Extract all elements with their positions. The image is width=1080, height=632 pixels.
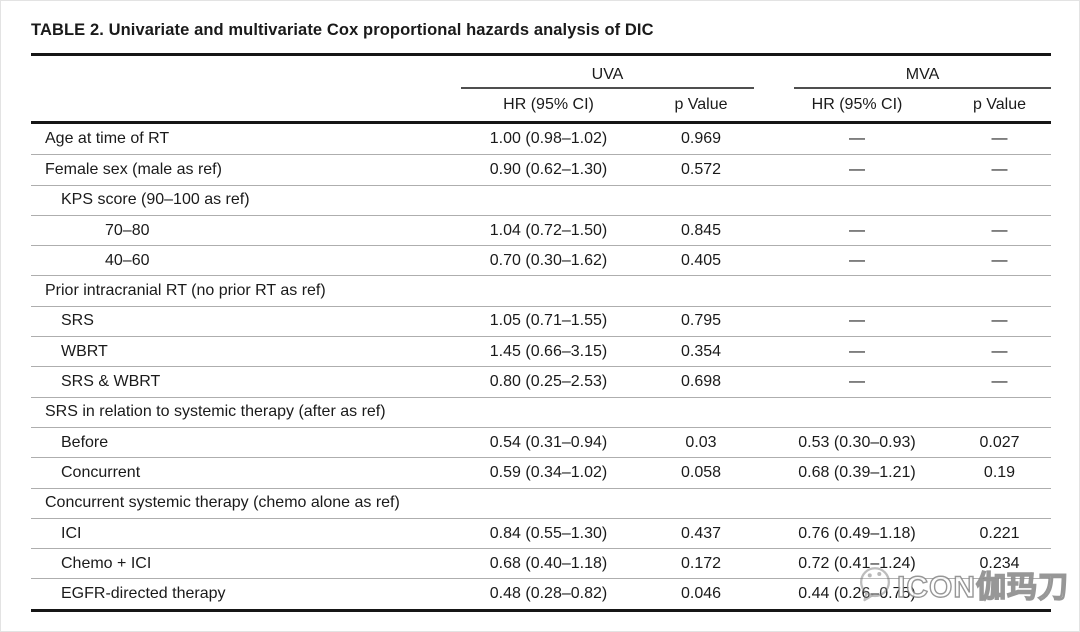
mva-hr-cell: —: [849, 342, 865, 360]
uva-hr-cell: 0.48 (0.28–0.82): [489, 585, 608, 603]
row-label: Chemo + ICI: [61, 554, 152, 572]
table-row: EGFR-directed therapy 0.48 (0.28–0.82) 0…: [31, 578, 1051, 608]
mva-hr-cell: —: [849, 373, 865, 391]
table-row: Prior intracranial RT (no prior RT as re…: [31, 275, 1051, 305]
row-label: Age at time of RT: [45, 130, 170, 148]
uva-hr-cell: 0.59 (0.34–1.02): [489, 463, 608, 481]
row-label: Concurrent systemic therapy (chemo alone…: [45, 494, 400, 512]
uva-p-cell: 0.795: [680, 312, 722, 330]
row-label: SRS: [61, 312, 94, 330]
mva-hr-cell: —: [849, 160, 865, 178]
row-label: 40–60: [105, 251, 150, 269]
mva-p-cell: —: [991, 373, 1008, 391]
table-row: KPS score (90–100 as ref): [31, 184, 1051, 215]
uva-group-label: UVA: [461, 66, 754, 89]
table-row: SRS & WBRT 0.80 (0.25–2.53) 0.698 — —: [31, 366, 1051, 396]
mva-p-cell: —: [991, 160, 1008, 178]
table-row: WBRT 1.45 (0.66–3.15) 0.354 — —: [31, 336, 1051, 366]
mva-p-cell: 0.221: [979, 524, 1020, 542]
table-row: Female sex (male as ref) 0.90 (0.62–1.30…: [31, 154, 1051, 184]
group-header-row: UVA MVA: [31, 56, 1051, 89]
mva-hr-cell: —: [849, 312, 865, 330]
uva-hr-cell: 0.54 (0.31–0.94): [489, 433, 608, 451]
row-label: SRS in relation to systemic therapy (aft…: [45, 403, 386, 421]
uva-hr-cell: 1.45 (0.66–3.15): [489, 342, 608, 360]
uva-p-cell: 0.058: [680, 463, 722, 481]
table-row: Chemo + ICI 0.68 (0.40–1.18) 0.172 0.72 …: [31, 548, 1051, 578]
mva-hr-cell: 0.44 (0.26–0.75): [798, 585, 916, 603]
mva-hr-cell: —: [849, 251, 865, 269]
uva-hr-cell: 0.68 (0.40–1.18): [489, 554, 608, 572]
table-row: Before 0.54 (0.31–0.94) 0.03 0.53 (0.30–…: [31, 426, 1051, 457]
table-row: ICI 0.84 (0.55–1.30) 0.437 0.76 (0.49–1.…: [31, 517, 1051, 548]
uva-p-cell: 0.698: [680, 373, 722, 391]
table-row: SRS in relation to systemic therapy (aft…: [31, 396, 1051, 427]
uva-hr-cell: 0.70 (0.30–1.62): [489, 251, 608, 269]
uva-hr-column-header: HR (95% CI): [503, 96, 594, 113]
mva-p-cell: —: [991, 251, 1008, 269]
uva-p-cell: 0.969: [680, 130, 722, 148]
uva-hr-cell: 0.80 (0.25–2.53): [489, 373, 608, 391]
row-label: WBRT: [61, 342, 108, 360]
table-row: Age at time of RT 1.00 (0.98–1.02) 0.969…: [31, 124, 1051, 154]
mva-hr-column-header: HR (95% CI): [811, 96, 903, 113]
row-label: Female sex (male as ref): [45, 160, 222, 178]
mva-hr-cell: 0.72 (0.41–1.24): [798, 554, 916, 572]
row-label: EGFR-directed therapy: [61, 585, 226, 603]
row-label: 70–80: [105, 221, 150, 239]
column-header-row: HR (95% CI) p Value HR (95% CI) p Value: [31, 89, 1051, 121]
group-header-uva: UVA: [461, 56, 766, 89]
mva-hr-cell: 0.68 (0.39–1.21): [798, 463, 916, 481]
uva-hr-cell: 0.90 (0.62–1.30): [489, 160, 608, 178]
table-header: UVA MVA HR (95% CI) p Value HR (95% CI) …: [31, 53, 1051, 124]
row-label: ICI: [61, 524, 82, 542]
mva-hr-cell: 0.53 (0.30–0.93): [798, 433, 916, 451]
group-header-spacer: [31, 56, 461, 89]
uva-hr-cell: 0.84 (0.55–1.30): [489, 524, 608, 542]
uva-p-cell: 0.845: [680, 221, 722, 239]
cox-hazards-table: UVA MVA HR (95% CI) p Value HR (95% CI) …: [31, 53, 1051, 612]
uva-p-cell: 0.172: [680, 554, 722, 572]
uva-p-column-header: p Value: [674, 96, 728, 113]
mva-p-cell: —: [991, 312, 1008, 330]
table-row: Concurrent systemic therapy (chemo alone…: [31, 487, 1051, 518]
uva-p-cell: 0.354: [680, 342, 722, 360]
uva-p-cell: 0.046: [680, 585, 722, 603]
uva-p-cell: 0.405: [680, 251, 722, 269]
mva-hr-cell: —: [849, 221, 865, 239]
mva-p-cell: 0.19: [983, 463, 1016, 481]
row-label: KPS score (90–100 as ref): [61, 191, 250, 209]
mva-hr-cell: 0.76 (0.49–1.18): [798, 524, 916, 542]
uva-hr-cell: 1.00 (0.98–1.02): [489, 130, 608, 148]
table-row: SRS 1.05 (0.71–1.55) 0.795 — —: [31, 305, 1051, 336]
table-row: Concurrent 0.59 (0.34–1.02) 0.058 0.68 (…: [31, 457, 1051, 487]
row-label: Prior intracranial RT (no prior RT as re…: [45, 282, 326, 300]
row-label: Before: [61, 433, 109, 451]
uva-hr-cell: 1.05 (0.71–1.55): [489, 312, 608, 330]
mva-p-cell: 0.234: [979, 554, 1020, 572]
row-label: SRS & WBRT: [61, 373, 161, 391]
uva-p-cell: 0.437: [680, 524, 722, 542]
uva-p-cell: 0.572: [680, 160, 722, 178]
mva-hr-cell: —: [849, 130, 865, 148]
mva-p-cell: —: [991, 130, 1008, 148]
mva-p-column-header: p Value: [972, 96, 1027, 113]
table-row: 40–60 0.70 (0.30–1.62) 0.405 — —: [31, 245, 1051, 275]
table-title: TABLE 2. Univariate and multivariate Cox…: [31, 21, 654, 39]
table-body: Age at time of RT 1.00 (0.98–1.02) 0.969…: [31, 124, 1051, 612]
mva-group-label: MVA: [794, 66, 1051, 89]
mva-p-cell: 0.027: [979, 433, 1020, 451]
uva-p-cell: 0.03: [685, 433, 717, 451]
table-row: 70–80 1.04 (0.72–1.50) 0.845 — —: [31, 214, 1051, 245]
mva-p-cell: —: [991, 221, 1008, 239]
uva-hr-cell: 1.04 (0.72–1.50): [489, 221, 608, 239]
mva-p-cell: —: [991, 342, 1008, 360]
group-header-mva: MVA: [766, 56, 1051, 89]
row-label: Concurrent: [61, 463, 141, 481]
